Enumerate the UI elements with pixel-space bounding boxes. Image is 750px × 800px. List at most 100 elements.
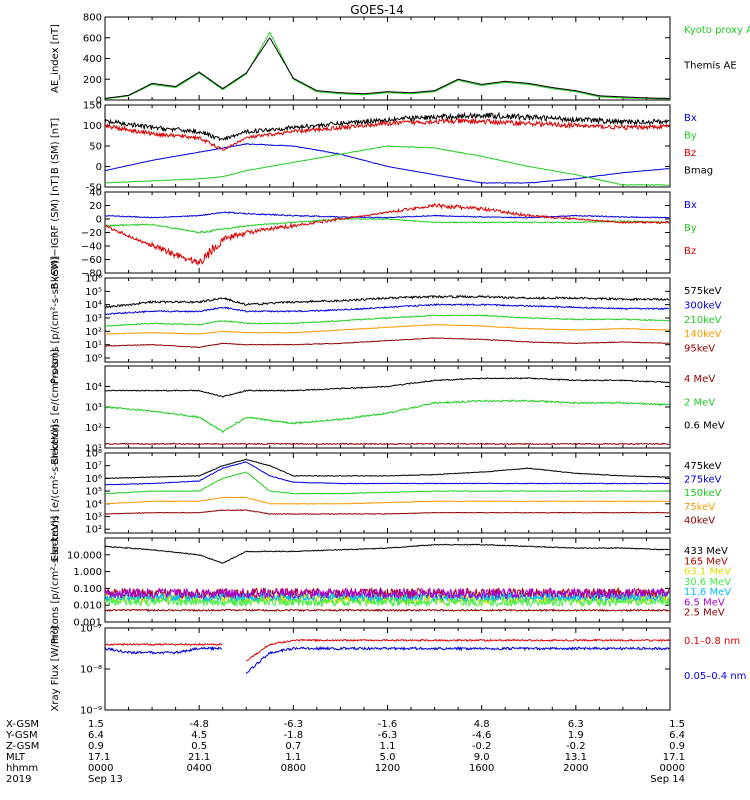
legend-entry: 475keV (684, 461, 722, 472)
series-line-150kev (105, 471, 670, 495)
y-axis-label: Protons [p/(cm²-s-sr-keV)] (50, 256, 61, 384)
series-line-2-5-mev (105, 608, 670, 613)
y-axis-label: B (SM)−IGRF (SM) [nT] (50, 175, 61, 289)
y-tick-label: 0 (96, 162, 102, 173)
orbit-cell: 1.9 (568, 730, 584, 741)
orbit-cell: -1.8 (284, 730, 304, 741)
series-line-0-6-mev (105, 377, 670, 398)
legend-entry: 63.1 MeV (684, 567, 731, 578)
y-tick-label: −80 (81, 269, 102, 280)
y-tick-label: 10⁻⁸ (80, 665, 102, 676)
panel-1: -50 0 50 100 150 B (SM) [nT] Bx By Bz Bmag (50, 101, 713, 194)
y-tick-label: 20 (89, 201, 102, 212)
y-tick-label: 1.000 (73, 567, 102, 578)
legend-entry: 40keV (684, 515, 715, 526)
legend-entry: Bz (684, 246, 696, 257)
legend-entry: 210keV (684, 315, 722, 326)
orbit-cell: 17.1 (663, 752, 685, 763)
y-tick-label: 10⁶ (85, 274, 102, 285)
orbit-cell: 0.7 (285, 741, 301, 752)
legend-entry: 0.1–0.8 nm (684, 636, 740, 647)
series-line-by (105, 145, 670, 186)
y-tick-label: 10¹ (85, 444, 102, 455)
y-tick-label: 10⁶ (85, 474, 102, 485)
y-tick-label: 10⁴ (85, 300, 102, 311)
orbit-row-label: Z-GSM (6, 741, 39, 752)
y-tick-label: 10⁴ (85, 382, 102, 393)
y-tick-label: −60 (81, 255, 102, 266)
series-line-40kev (105, 509, 670, 515)
panel-3: 10⁰ 10¹ 10² 10³ 10⁴ 10⁵ 10⁶ Protons [p/(cm²-s-s… (50, 256, 722, 384)
orbit-cell: -6.3 (284, 719, 304, 730)
orbit-cell: 1.1 (380, 741, 396, 752)
orbit-cell: 0.9 (669, 741, 685, 752)
legend-entry: 433 MeV (684, 546, 728, 557)
orbit-cell: -6.3 (378, 730, 398, 741)
y-tick-label: 10⁵ (85, 487, 102, 498)
panel-frame (104, 365, 671, 449)
y-tick-label: 10³ (85, 512, 102, 523)
series-line-140kev (105, 323, 670, 335)
legend-entry: 140keV (684, 329, 722, 340)
orbit-cell: 6.3 (568, 719, 584, 730)
series-line-575kev (105, 294, 670, 309)
orbit-cell: -0.2 (472, 741, 492, 752)
series-line-kyoto-proxy-ae (105, 31, 670, 100)
orbit-cell: 4.5 (191, 730, 207, 741)
y-tick-label: 600 (83, 33, 102, 44)
legend-entry: 0.6 MeV (684, 421, 725, 432)
panel-7: 10⁻⁹ 10⁻⁸ 10⁻⁷ Xray Flux [W/m²] 0.1–0.8 nm 0.… (50, 624, 746, 717)
chart-title: GOES-14 (350, 3, 404, 17)
series-line-bx (105, 142, 670, 184)
legend-entry: 165 MeV (684, 556, 728, 567)
orbit-row-label: Y-GSM (5, 730, 38, 741)
legend-entry: 30.6 MeV (684, 577, 731, 588)
orbit-cell: 0800 (281, 763, 306, 774)
series-line-0-1-0-8-nm (246, 638, 670, 662)
y-tick-label: 10⁻⁷ (80, 624, 102, 635)
panel-frame (104, 16, 671, 101)
y-tick-label: 40 (89, 188, 102, 199)
y-tick-label: 10² (85, 327, 102, 338)
y-tick-label: 800 (83, 13, 102, 24)
y-tick-label: 10⁷ (85, 461, 102, 472)
orbit-cell: 6.4 (88, 730, 104, 741)
orbit-row-label: 2019 (6, 774, 31, 785)
y-tick-label: 10⁵ (85, 287, 102, 298)
series-line-0-1-0-8-nm (105, 642, 223, 647)
y-tick-label: 10³ (85, 403, 102, 414)
legend-entry: 11.6 MeV (684, 587, 731, 598)
panel-2: −80 −60 −40 −20 0 20 40 B (SM)−IGRF (SM) [nT] Bx… (50, 175, 697, 289)
y-tick-label: 10⁰ (85, 354, 102, 365)
orbit-row-label: X-GSM (6, 719, 39, 730)
series-line-275kev (105, 461, 670, 486)
y-tick-label: -50 (86, 183, 102, 194)
y-tick-label: 0.010 (73, 601, 102, 612)
orbit-cell: 5.0 (380, 752, 396, 763)
series-line-bz (105, 117, 670, 151)
orbit-cell: 0000 (660, 763, 685, 774)
y-tick-label: 0 (96, 215, 102, 226)
orbit-cell: 4.8 (474, 719, 490, 730)
series-line-2-mev (105, 399, 670, 434)
y-axis-label: Electrons [e/(cm²-s-sr-keV)] (50, 424, 61, 561)
y-tick-label: −40 (81, 242, 102, 253)
y-tick-label: 0.100 (73, 584, 102, 595)
legend-entry: By (684, 223, 697, 234)
legend-entry: Bmag (684, 166, 713, 177)
orbit-cell: 0000 (88, 763, 113, 774)
series-line-by (105, 218, 670, 234)
y-tick-label: 10² (85, 525, 102, 536)
orbit-cell: 1.5 (669, 719, 685, 730)
series-line-210kev (105, 314, 670, 327)
series-line-6-5-mev (105, 586, 670, 601)
series-line-bmag (105, 111, 670, 142)
orbit-cell: Sep 13 (88, 774, 123, 785)
y-tick-label: −20 (81, 228, 102, 239)
orbit-cell: -4.6 (472, 730, 492, 741)
legend-entry: Bx (684, 200, 697, 211)
y-tick-label: 0 (96, 96, 102, 107)
legend-entry: 4 MeV (684, 374, 715, 385)
y-tick-label: 200 (83, 75, 102, 86)
y-tick-label: 10.000 (67, 550, 102, 561)
